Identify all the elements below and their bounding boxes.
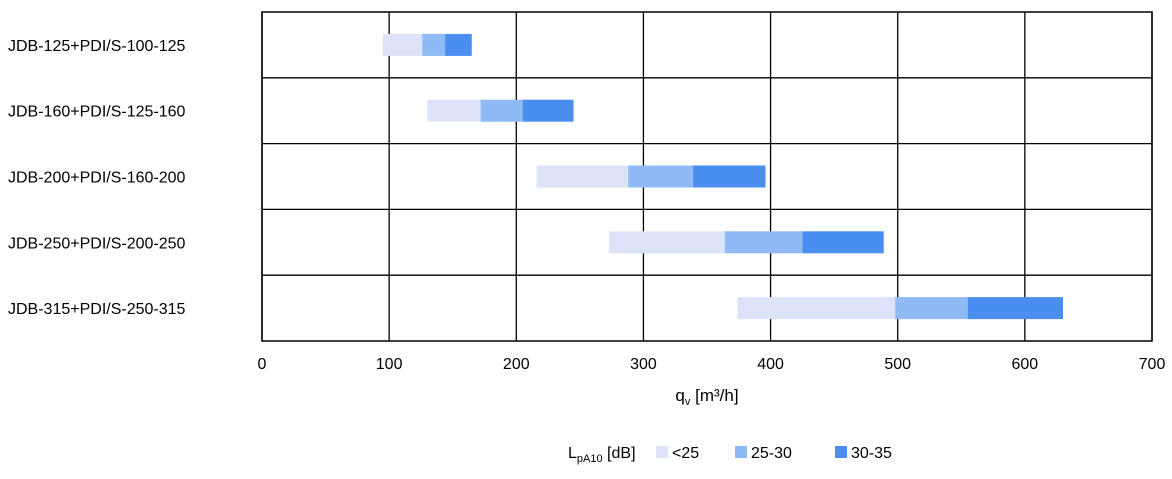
category-label: JDB-125+PDI/S-100-125: [8, 38, 186, 55]
legend-title-unit: [dB]: [603, 445, 636, 462]
x-axis-title-unit: [m³/h]: [690, 386, 738, 405]
bar-segment-lt25: [427, 99, 481, 122]
legend-title-main: L: [568, 445, 577, 462]
category-label: JDB-250+PDI/S-200-250: [8, 235, 186, 252]
x-tick-label: 700: [1139, 356, 1166, 373]
bar-segment-b30-35: [693, 165, 766, 188]
legend-title-sub: pA10: [577, 453, 603, 465]
x-tick-label: 600: [1012, 356, 1039, 373]
legend-label: 30-35: [851, 445, 892, 462]
category-label: JDB-160+PDI/S-125-160: [8, 104, 186, 121]
bar-segment-b30-35: [802, 231, 884, 254]
bar-segment-b25-30: [422, 33, 446, 56]
legend-label: <25: [672, 445, 699, 462]
bar-segment-b25-30: [480, 99, 523, 122]
bar-segment-lt25: [382, 33, 423, 56]
bar-segment-b30-35: [522, 99, 574, 122]
plot-frame: [261, 11, 1153, 342]
legend-label: 25-30: [751, 445, 792, 462]
x-tick-label: 0: [258, 356, 267, 373]
x-axis-title-sub: v: [685, 396, 691, 408]
bar-segment-b30-35: [967, 297, 1063, 320]
category-label: JDB-315+PDI/S-250-315: [8, 301, 186, 318]
bar-segment-b25-30: [628, 165, 694, 188]
bar-segment-b25-30: [724, 231, 803, 254]
legend-title: LpA10 [dB]: [568, 445, 636, 465]
x-axis-title-main: q: [675, 386, 684, 405]
bar-segment-lt25: [609, 231, 725, 254]
x-tick-label: 100: [376, 356, 403, 373]
x-axis-title: qv [m³/h]: [675, 386, 738, 408]
legend-swatch-b25-30: [735, 446, 747, 458]
x-tick-label: 500: [884, 356, 911, 373]
bar-segment-b25-30: [895, 297, 968, 320]
legend-swatch-b30-35: [835, 446, 847, 458]
legend-swatch-lt25: [656, 446, 668, 458]
category-label: JDB-200+PDI/S-160-200: [8, 170, 186, 187]
bar-segment-b30-35: [445, 33, 472, 56]
x-tick-label: 300: [630, 356, 657, 373]
x-tick-label: 400: [757, 356, 784, 373]
x-tick-label: 200: [503, 356, 530, 373]
bar-segment-lt25: [737, 297, 896, 320]
bar-segment-lt25: [536, 165, 629, 188]
